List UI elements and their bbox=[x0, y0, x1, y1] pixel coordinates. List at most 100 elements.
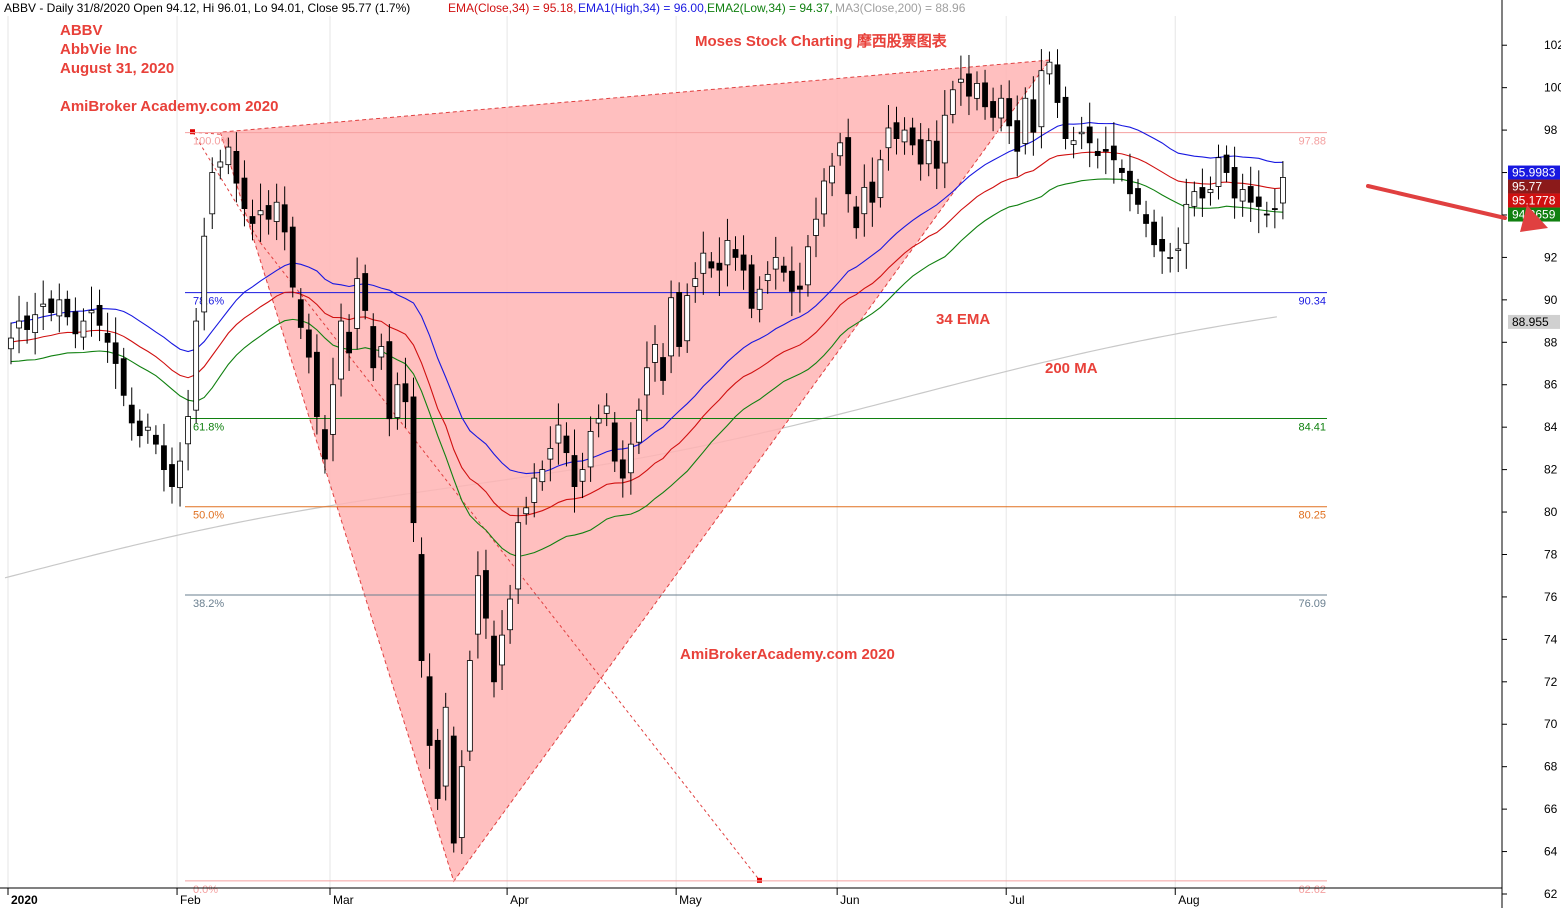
candle-body bbox=[515, 522, 522, 590]
candle bbox=[24, 301, 31, 344]
price-tick-label: 70 bbox=[1544, 717, 1558, 731]
candle-body bbox=[740, 254, 747, 271]
fib-label: 0.0% bbox=[193, 884, 218, 896]
candle-body bbox=[748, 264, 755, 309]
candle bbox=[877, 149, 884, 208]
candle-body bbox=[281, 204, 288, 233]
pattern-leg-start bbox=[192, 131, 221, 135]
price-tick-label: 74 bbox=[1544, 632, 1558, 646]
candle bbox=[700, 231, 707, 295]
candle bbox=[112, 317, 119, 389]
candle-body bbox=[998, 97, 1005, 119]
candle-body bbox=[201, 235, 208, 313]
candle-body bbox=[1022, 97, 1029, 144]
candle bbox=[1247, 166, 1254, 222]
header-ema2: EMA2(Low,34) = 94.37, bbox=[707, 1, 833, 15]
candle bbox=[1151, 209, 1157, 258]
candle-body bbox=[394, 384, 401, 418]
month-label: Aug bbox=[1178, 893, 1199, 907]
candle bbox=[185, 389, 192, 471]
candle-body bbox=[829, 165, 835, 184]
candle bbox=[193, 307, 200, 424]
candle bbox=[483, 549, 489, 639]
price-tick-label: 76 bbox=[1544, 590, 1558, 604]
candle-body bbox=[1094, 150, 1101, 156]
candle-body bbox=[499, 634, 505, 666]
candle-body bbox=[788, 270, 795, 292]
candle-body bbox=[1006, 98, 1013, 127]
candle bbox=[652, 325, 658, 382]
candle bbox=[1006, 80, 1013, 145]
price-tick-label: 92 bbox=[1544, 250, 1558, 264]
candle bbox=[48, 290, 55, 322]
price-tag-box bbox=[1508, 179, 1560, 194]
candle-body bbox=[338, 320, 344, 380]
price-tick-label: 68 bbox=[1544, 760, 1558, 774]
price-tag: 95.77 bbox=[1508, 179, 1560, 194]
price-tick-label: 72 bbox=[1544, 675, 1558, 689]
candle-body bbox=[1223, 154, 1230, 173]
price-tag-label: 95.1778 bbox=[1512, 194, 1556, 208]
fib-value: 90.34 bbox=[1298, 296, 1326, 308]
candle bbox=[378, 333, 385, 370]
fib-value: 84.41 bbox=[1298, 421, 1326, 433]
price-tag-label: 88.955 bbox=[1512, 315, 1549, 329]
header-line: ABBV - Daily 31/8/2020 Open 94.12, Hi 96… bbox=[4, 1, 966, 15]
candle-body bbox=[1239, 189, 1246, 202]
candle-body bbox=[547, 447, 554, 460]
candle bbox=[515, 507, 522, 604]
candle-body bbox=[1054, 64, 1061, 103]
candle bbox=[772, 236, 779, 290]
candle bbox=[265, 190, 272, 235]
candle-body bbox=[531, 477, 538, 503]
candle-body bbox=[1167, 257, 1174, 259]
candle bbox=[748, 255, 755, 319]
candle-body bbox=[265, 205, 272, 220]
candle bbox=[861, 164, 868, 237]
candle-body bbox=[1078, 131, 1085, 135]
candles bbox=[8, 49, 1286, 855]
candle bbox=[1086, 102, 1093, 168]
candle bbox=[418, 537, 425, 678]
candle-body bbox=[152, 434, 159, 445]
candle-body bbox=[233, 150, 240, 184]
price-tick-label: 100 bbox=[1544, 81, 1561, 95]
candle-body bbox=[225, 146, 232, 166]
candle bbox=[998, 84, 1005, 132]
candle-body bbox=[297, 299, 304, 328]
candle-body bbox=[901, 129, 908, 143]
candle-body bbox=[273, 201, 280, 222]
candle-body bbox=[837, 142, 844, 157]
candle-body bbox=[1086, 126, 1093, 144]
candle bbox=[941, 90, 948, 189]
candle-body bbox=[1119, 167, 1125, 173]
candle bbox=[410, 377, 417, 542]
candle-body bbox=[869, 181, 876, 203]
candle bbox=[1223, 145, 1230, 183]
candle-body bbox=[933, 140, 940, 169]
candle bbox=[1167, 242, 1174, 273]
candle-body bbox=[732, 249, 739, 258]
candle-body bbox=[354, 278, 361, 329]
candle bbox=[474, 551, 481, 659]
candle bbox=[1143, 200, 1149, 238]
candle-body bbox=[1102, 149, 1109, 152]
candle bbox=[982, 69, 988, 120]
price-tag: 88.955 bbox=[1508, 314, 1560, 329]
candle-body bbox=[8, 337, 14, 350]
candle bbox=[595, 404, 602, 438]
candle-body bbox=[797, 285, 803, 290]
candle bbox=[1119, 159, 1125, 182]
candle-body bbox=[80, 320, 87, 338]
candle bbox=[587, 416, 594, 482]
candle-body bbox=[949, 89, 956, 115]
candle-body bbox=[1183, 203, 1190, 244]
candle-body bbox=[112, 342, 119, 364]
candle bbox=[330, 357, 336, 462]
candle-body bbox=[523, 507, 530, 515]
candle-body bbox=[169, 464, 175, 487]
candle-body bbox=[330, 384, 336, 435]
candle-body bbox=[48, 298, 55, 313]
candle bbox=[56, 283, 63, 333]
